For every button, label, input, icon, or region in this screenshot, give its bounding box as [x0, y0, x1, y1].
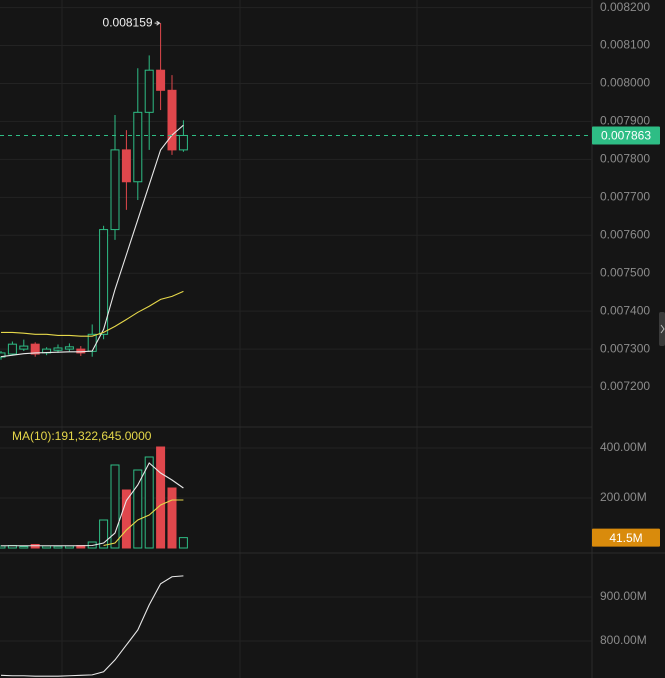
side-tab[interactable] — [659, 312, 665, 346]
ma-line — [0, 575, 184, 677]
ma-line — [1, 462, 184, 547]
y-tick-label: 400.00M — [600, 440, 647, 454]
candle-body — [133, 111, 143, 183]
candle-body — [167, 89, 177, 151]
y-tick-label: 0.008200 — [600, 0, 650, 14]
last-value-box — [592, 126, 660, 145]
candle-body — [144, 69, 154, 113]
volume-bar — [167, 487, 177, 549]
volume-bar — [121, 489, 131, 549]
volume-bar — [133, 469, 143, 549]
candle-body — [178, 134, 188, 151]
candle-body — [156, 69, 166, 91]
ma-line — [0, 124, 184, 358]
last-value-label: 41.5M — [609, 531, 642, 545]
last-value-label: 0.007863 — [601, 129, 651, 143]
candle-body — [64, 346, 74, 350]
y-tick-label: 0.007600 — [600, 227, 650, 241]
side-tab-arrow — [660, 324, 665, 334]
y-tick-label: 800.00M — [600, 633, 647, 647]
candle-body — [121, 149, 131, 183]
y-tick-label: 0.007700 — [600, 189, 650, 203]
candle-body — [0, 352, 6, 358]
ma-line — [1, 290, 184, 337]
candle-body — [99, 229, 109, 335]
volume-bar — [178, 537, 188, 549]
candle-body — [19, 345, 29, 350]
y-tick-label: 0.008000 — [600, 76, 650, 90]
last-value-box — [592, 528, 660, 547]
candle-body — [30, 343, 40, 355]
volume-bar — [99, 519, 109, 549]
peak-label: 0.008159 — [103, 15, 153, 29]
volume-bar — [144, 456, 154, 549]
y-tick-label: 0.007800 — [600, 152, 650, 166]
ma-line — [103, 499, 184, 547]
y-tick-label: 0.008100 — [600, 38, 650, 52]
peak-arrow — [154, 20, 161, 26]
volume-bar — [19, 546, 29, 549]
candle-body — [110, 149, 120, 231]
y-tick-label: 0.007200 — [600, 379, 650, 393]
y-tick-label: 0.007300 — [600, 341, 650, 355]
volume-bar — [156, 446, 166, 549]
candle-body — [76, 348, 86, 354]
y-tick-label: 0.007900 — [600, 114, 650, 128]
y-tick-label: 900.00M — [600, 589, 647, 603]
y-tick-label: 200.00M — [600, 490, 647, 504]
candle-body — [7, 343, 17, 355]
candle-body — [53, 347, 63, 351]
y-tick-label: 0.007400 — [600, 303, 650, 317]
volume-bar — [110, 464, 120, 549]
volume-bar — [53, 545, 63, 549]
y-tick-label: 0.007500 — [600, 265, 650, 279]
candle-body — [87, 333, 97, 352]
ma-legend: MA(10):191,322,645.0000 — [12, 429, 152, 443]
